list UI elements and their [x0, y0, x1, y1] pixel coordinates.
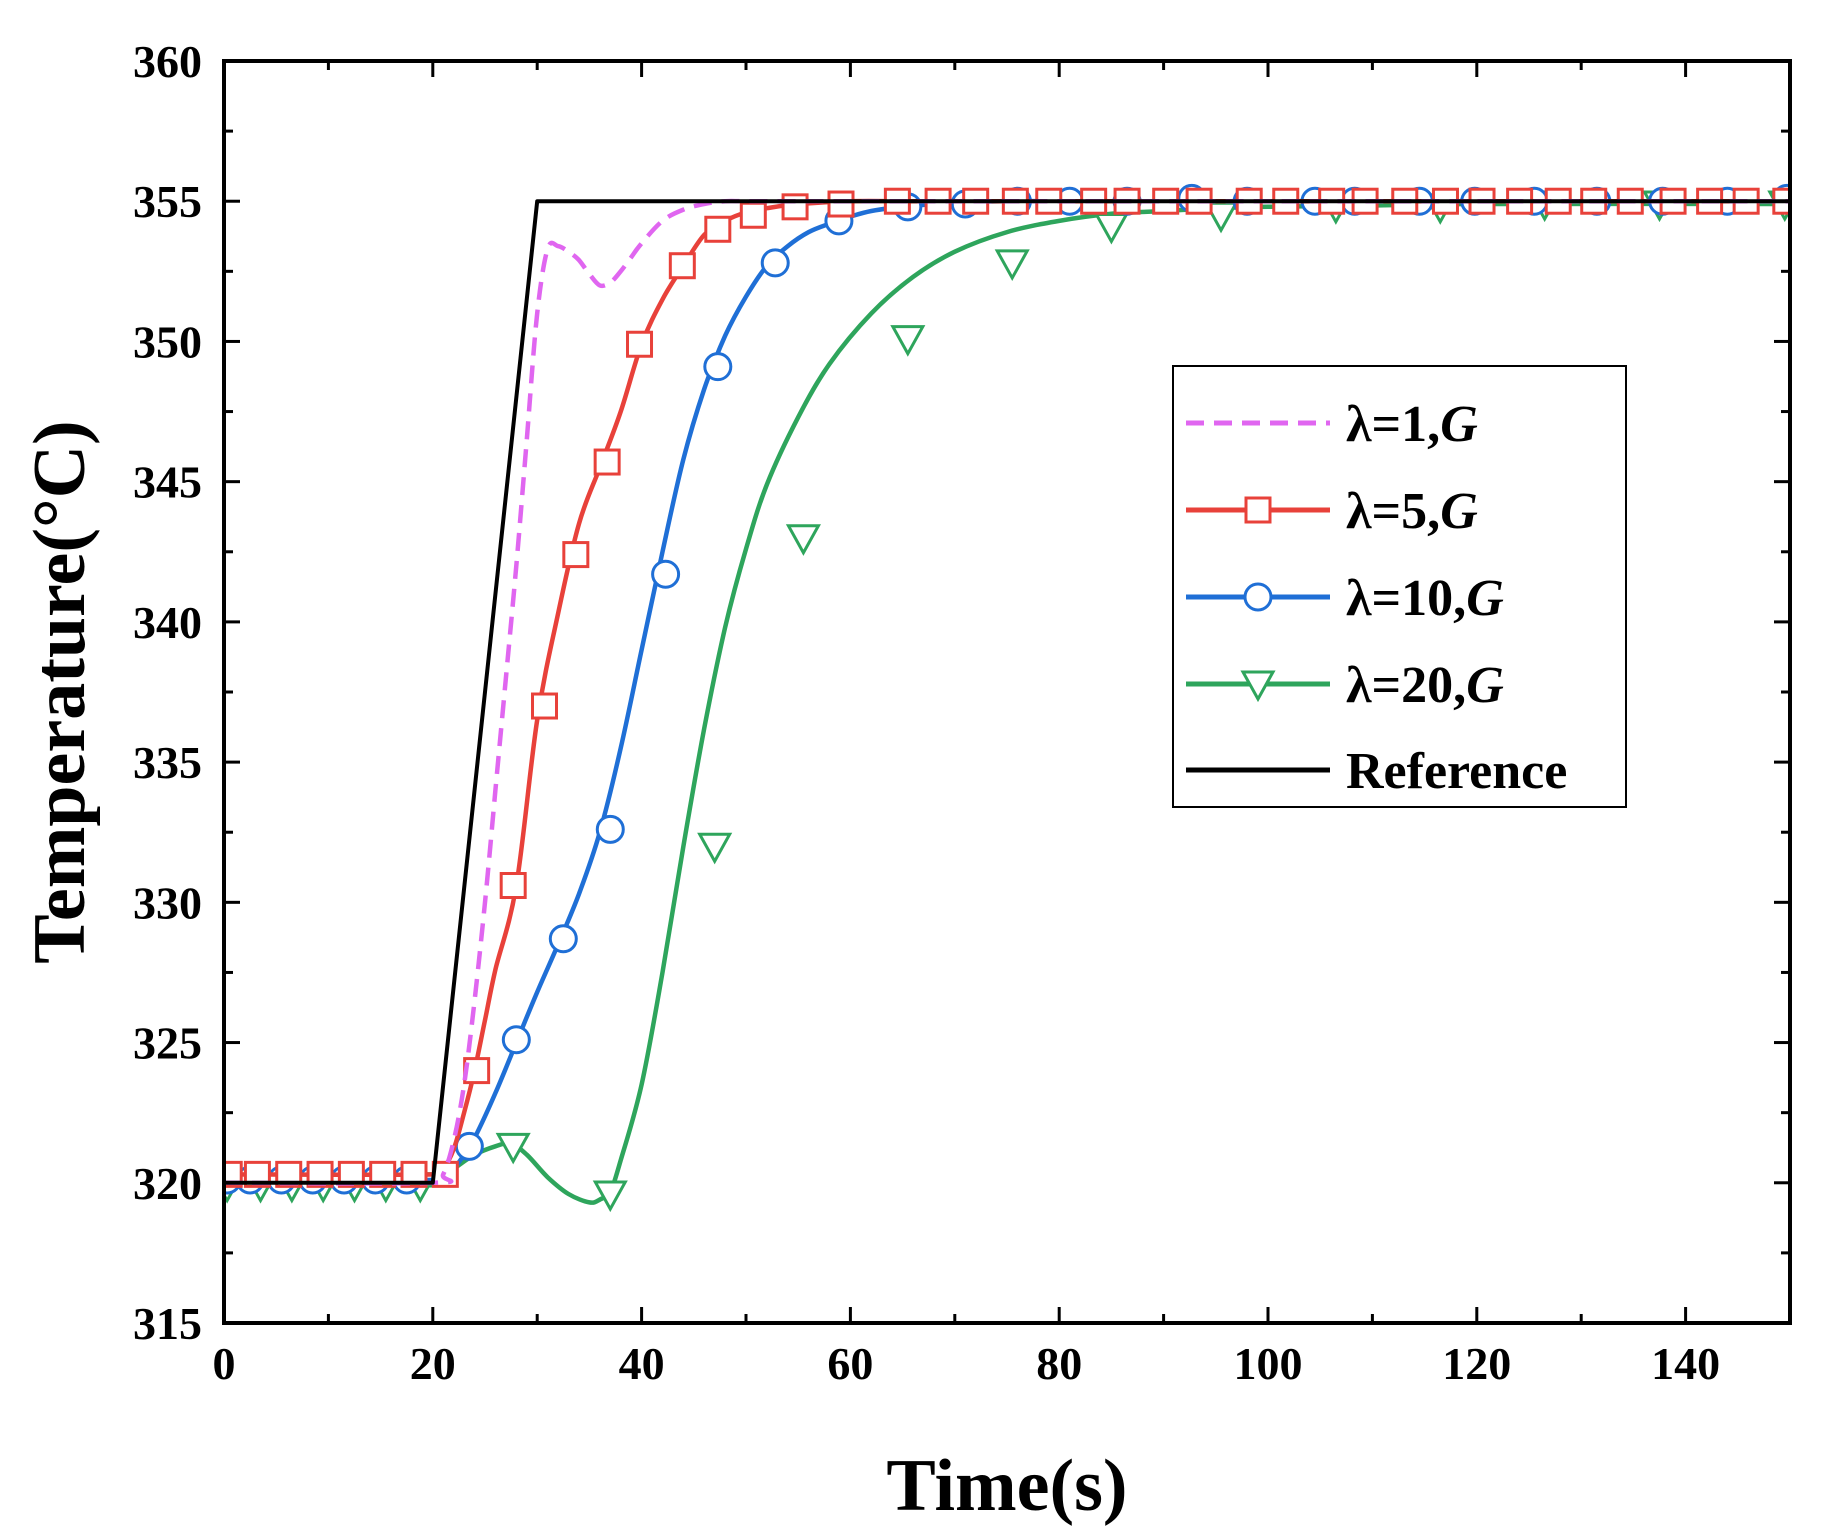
data-point	[704, 215, 732, 243]
data-point	[703, 352, 733, 382]
series-1	[224, 198, 1790, 1186]
x-tick-label: 20	[410, 1338, 456, 1389]
data-point	[827, 190, 855, 218]
data-point	[668, 252, 696, 280]
x-tick-label: 0	[213, 1338, 236, 1389]
legend-label: λ=5,G	[1346, 483, 1478, 540]
data-point	[890, 325, 926, 357]
y-tick-label: 355	[133, 176, 202, 227]
data-point	[781, 193, 809, 221]
legend: λ=1,G λ=5,G λ=10,G λ=20,G Reference	[1172, 365, 1627, 808]
legend-entry: λ=10,G	[1186, 570, 1504, 627]
x-axis-title: Time(s)	[886, 1445, 1127, 1527]
data-point	[626, 330, 654, 358]
data-point	[651, 559, 681, 589]
data-point	[548, 924, 578, 954]
legend-entry: λ=20,G	[1186, 657, 1504, 714]
axes: 0 20 40 60 80 100 120 140 315 320 325 330 335 340 345 3…	[133, 36, 1792, 1389]
series-line	[224, 199, 1790, 1185]
y-tick-label: 320	[133, 1158, 202, 1209]
data-point	[739, 201, 767, 229]
data-point	[994, 249, 1030, 282]
y-tick-label: 340	[133, 597, 202, 648]
data-point	[531, 692, 559, 720]
data-point	[562, 541, 590, 569]
data-point	[697, 832, 733, 865]
series-5	[224, 199, 1790, 1185]
x-tick-label: 120	[1442, 1338, 1511, 1389]
data-point	[592, 1180, 628, 1213]
data-point	[785, 524, 821, 556]
y-tick-label: 350	[133, 316, 202, 367]
legend-label: λ=10,G	[1346, 570, 1504, 627]
data-point	[595, 814, 625, 844]
legend-entry: λ=5,G	[1186, 483, 1478, 540]
legend-entry: λ=1,G	[1186, 396, 1478, 453]
y-tick-label: 360	[133, 36, 202, 87]
y-tick-label: 345	[133, 457, 202, 508]
data-point	[499, 872, 527, 900]
legend-entry: Reference	[1186, 743, 1567, 800]
x-tick-label: 80	[1036, 1338, 1082, 1389]
y-tick-label: 330	[133, 877, 202, 928]
data-point	[593, 448, 621, 476]
series-layer	[224, 183, 1790, 1213]
legend-marker	[1240, 670, 1276, 703]
y-tick-label: 335	[133, 737, 202, 788]
legend-marker	[1243, 582, 1273, 612]
series-line	[224, 198, 1790, 1186]
legend-marker	[1244, 496, 1272, 524]
legend-label: λ=20,G	[1346, 657, 1504, 714]
y-axis-title: Temperature(°C)	[19, 420, 101, 963]
legend-label: λ=1,G	[1346, 396, 1478, 453]
data-point	[760, 248, 790, 278]
x-tick-label: 100	[1234, 1338, 1303, 1389]
legend-label: Reference	[1346, 743, 1567, 800]
y-tick-label: 325	[133, 1018, 202, 1069]
data-point	[501, 1025, 531, 1055]
x-tick-label: 40	[619, 1338, 665, 1389]
data-point	[454, 1131, 484, 1161]
data-point	[1093, 212, 1129, 245]
x-tick-label: 60	[827, 1338, 873, 1389]
data-point	[224, 1160, 243, 1188]
x-tick-label: 140	[1651, 1338, 1720, 1389]
data-point	[495, 1132, 531, 1165]
y-tick-label: 315	[133, 1298, 202, 1349]
